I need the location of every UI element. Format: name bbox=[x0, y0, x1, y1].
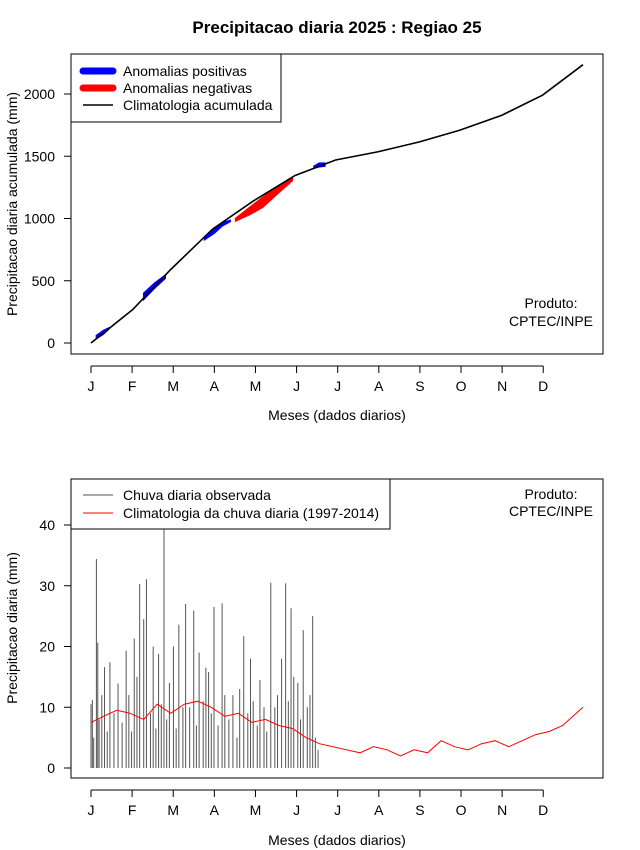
bottom-x-tick-label: A bbox=[374, 802, 384, 818]
top-y-axis-label: Precipitacao diaria acumulada (mm) bbox=[4, 92, 20, 316]
chart-title: Precipitacao diaria 2025 : Regiao 25 bbox=[192, 18, 481, 37]
bottom-x-tick-label: J bbox=[293, 802, 300, 818]
top-x-tick-label: D bbox=[538, 378, 548, 394]
negative-anomaly-area bbox=[234, 177, 294, 223]
daily-chart: 0 10 20 30 40 J F M A M J J A S O N D Precipitacao diar… bbox=[4, 478, 604, 848]
top-annotation-line2: CPTEC/INPE bbox=[509, 313, 593, 329]
top-y-tick-label: 1000 bbox=[24, 211, 55, 227]
bottom-x-tick-label: A bbox=[210, 802, 220, 818]
top-y-tick-label: 2000 bbox=[24, 86, 55, 102]
top-y-axis: 0 500 1000 1500 2000 bbox=[24, 86, 72, 351]
top-x-tick-label: O bbox=[456, 378, 467, 394]
bottom-annotation-line1: Produto: bbox=[525, 486, 578, 502]
top-x-tick-label: N bbox=[497, 378, 507, 394]
climatology-cumulative-line bbox=[90, 64, 584, 344]
top-x-tick-label: M bbox=[167, 378, 179, 394]
top-y-tick-label: 1500 bbox=[24, 148, 55, 164]
top-x-tick-label: J bbox=[293, 378, 300, 394]
top-legend-label-climatology: Climatologia acumulada bbox=[123, 97, 273, 113]
bottom-x-tick-label: F bbox=[128, 802, 137, 818]
bottom-legend-label-climatology: Climatologia da chuva diaria (1997-2014) bbox=[123, 505, 379, 521]
bottom-data-layer bbox=[90, 482, 584, 768]
top-legend-label-positive: Anomalias positivas bbox=[123, 63, 247, 79]
bottom-y-axis-label: Precipitacao diaria (mm) bbox=[4, 552, 20, 704]
climatology-daily-line bbox=[90, 700, 584, 757]
bottom-x-tick-label: M bbox=[167, 802, 179, 818]
top-x-tick-label: S bbox=[415, 378, 424, 394]
cumulative-chart: 0 500 1000 1500 2000 J F M A M J J A S O N D Precipitac… bbox=[4, 53, 604, 423]
top-legend: Anomalias positivas Anomalias negativas … bbox=[70, 53, 282, 123]
bottom-legend-label-observed: Chuva diaria observada bbox=[123, 487, 271, 503]
bottom-x-tick-label: S bbox=[415, 802, 424, 818]
bottom-x-tick-label: O bbox=[456, 802, 467, 818]
bottom-annotation-line2: CPTEC/INPE bbox=[509, 503, 593, 519]
bottom-x-tick-label: J bbox=[88, 802, 95, 818]
bottom-y-tick-label: 40 bbox=[39, 517, 55, 533]
bottom-legend: Chuva diaria observada Climatologia da c… bbox=[70, 478, 391, 530]
top-data-layer bbox=[90, 64, 584, 344]
top-y-tick-label: 500 bbox=[32, 273, 56, 289]
bottom-x-axis-label: Meses (dados diarios) bbox=[268, 832, 406, 848]
bottom-y-tick-label: 10 bbox=[39, 699, 55, 715]
bottom-y-tick-label: 20 bbox=[39, 639, 55, 655]
top-y-tick-label: 0 bbox=[47, 335, 55, 351]
bottom-x-tick-label: D bbox=[538, 802, 548, 818]
positive-anomaly-area bbox=[203, 219, 231, 242]
top-x-tick-label: J bbox=[88, 378, 95, 394]
bottom-y-axis: 0 10 20 30 40 bbox=[39, 517, 72, 776]
bottom-y-tick-label: 0 bbox=[47, 760, 55, 776]
top-annotation-line1: Produto: bbox=[525, 295, 578, 311]
top-legend-label-negative: Anomalias negativas bbox=[123, 80, 252, 96]
top-x-tick-label: M bbox=[250, 378, 262, 394]
bottom-x-tick-label: N bbox=[497, 802, 507, 818]
bottom-legend-box bbox=[70, 478, 391, 530]
top-x-tick-label: A bbox=[374, 378, 384, 394]
bottom-y-tick-label: 30 bbox=[39, 578, 55, 594]
top-x-tick-label: A bbox=[210, 378, 220, 394]
bottom-x-tick-label: M bbox=[250, 802, 262, 818]
top-x-tick-label: J bbox=[334, 378, 341, 394]
bottom-x-tick-label: J bbox=[334, 802, 341, 818]
top-x-tick-label: F bbox=[128, 378, 137, 394]
top-x-axis-label: Meses (dados diarios) bbox=[268, 407, 406, 423]
